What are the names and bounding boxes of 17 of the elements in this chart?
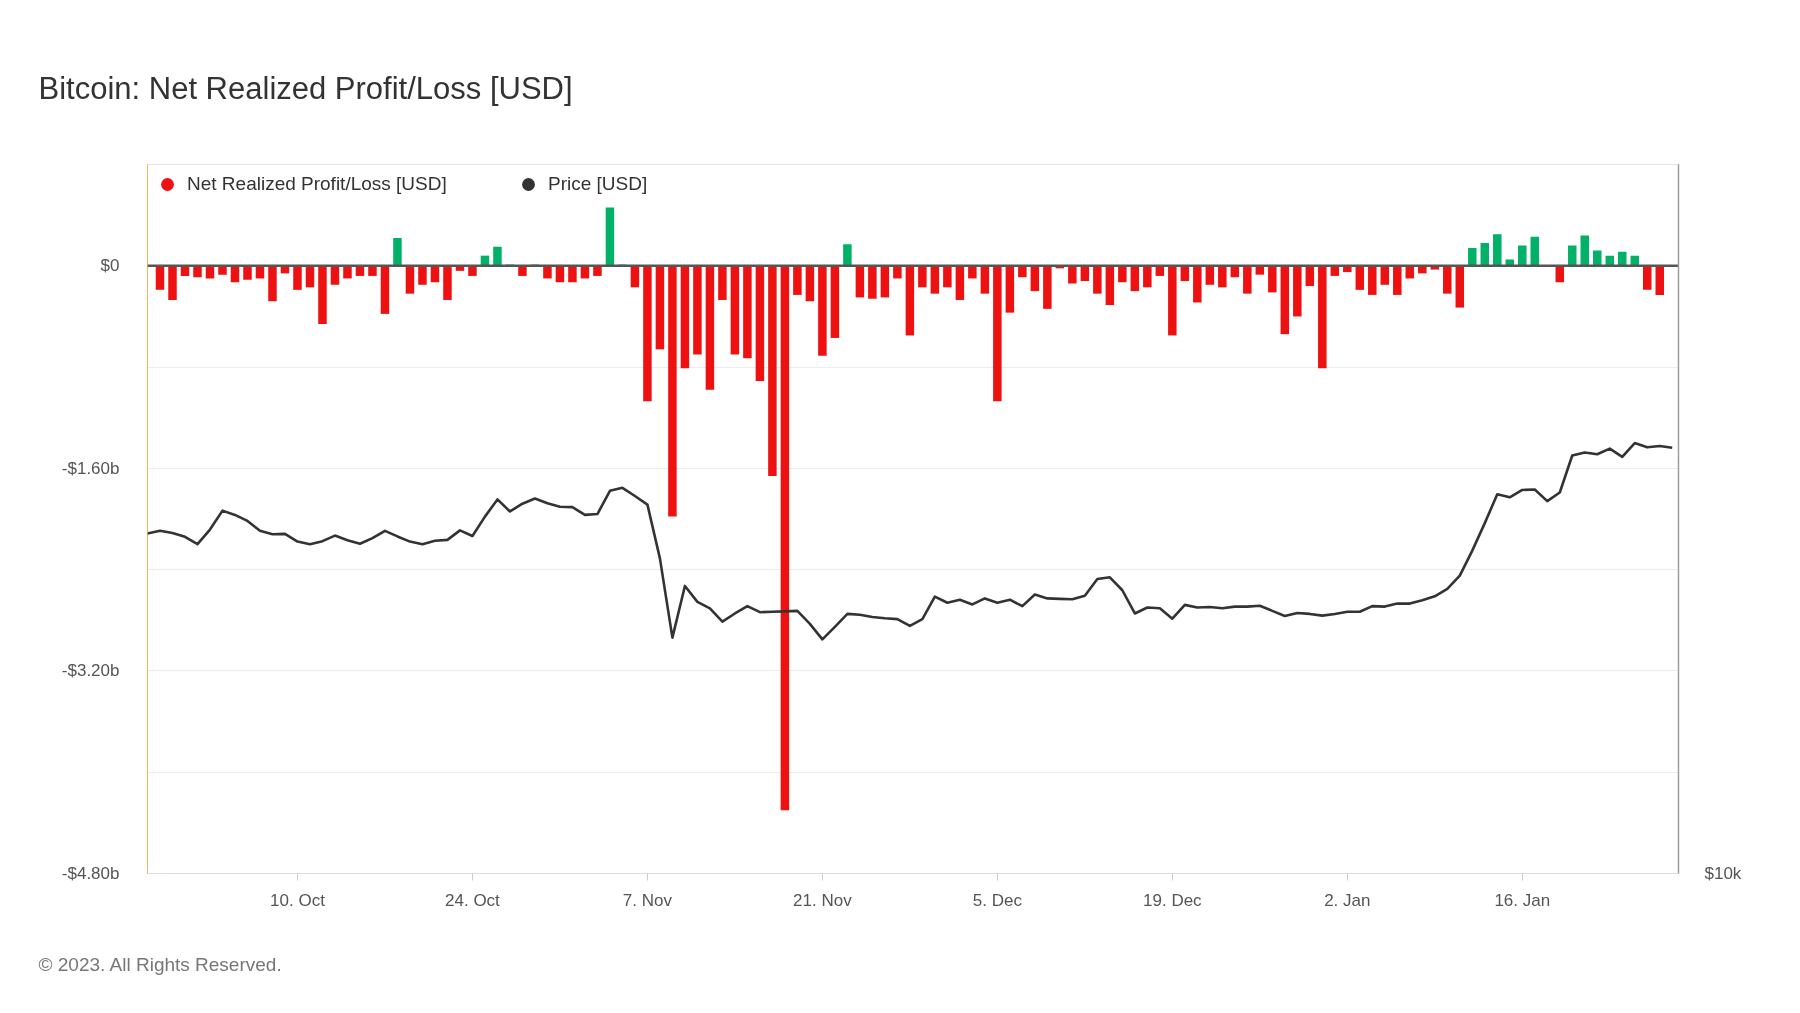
x-tick-label: 7. Nov bbox=[622, 890, 673, 910]
legend-label: Net Realized Profit/Loss [USD] bbox=[187, 173, 447, 195]
y-tick-label: -$1.60b bbox=[61, 458, 120, 478]
y-tick-label: -$3.20b bbox=[61, 661, 120, 681]
text: $10k bbox=[1704, 864, 1742, 883]
y-tick-label: -$4.80b bbox=[61, 864, 120, 883]
x-tick-label: 10. Oct bbox=[270, 890, 326, 910]
chart-title: Bitcoin: Net Realized Profit/Loss [USD] bbox=[38, 70, 573, 106]
x-tick-label: 19. Dec bbox=[1143, 890, 1203, 910]
x-tick-label: 16. Jan bbox=[1494, 890, 1551, 910]
x-tick-label: 21. Nov bbox=[793, 890, 853, 910]
x-tick-label: 24. Oct bbox=[445, 890, 501, 910]
x-tick-label: 2. Jan bbox=[1324, 890, 1371, 910]
y-tick-label: $0 bbox=[100, 256, 120, 276]
text: © 2023. All Rights Reserved. bbox=[38, 953, 282, 975]
x-tick-label: 5. Dec bbox=[972, 890, 1023, 910]
legend-label: Price [USD] bbox=[548, 173, 648, 195]
